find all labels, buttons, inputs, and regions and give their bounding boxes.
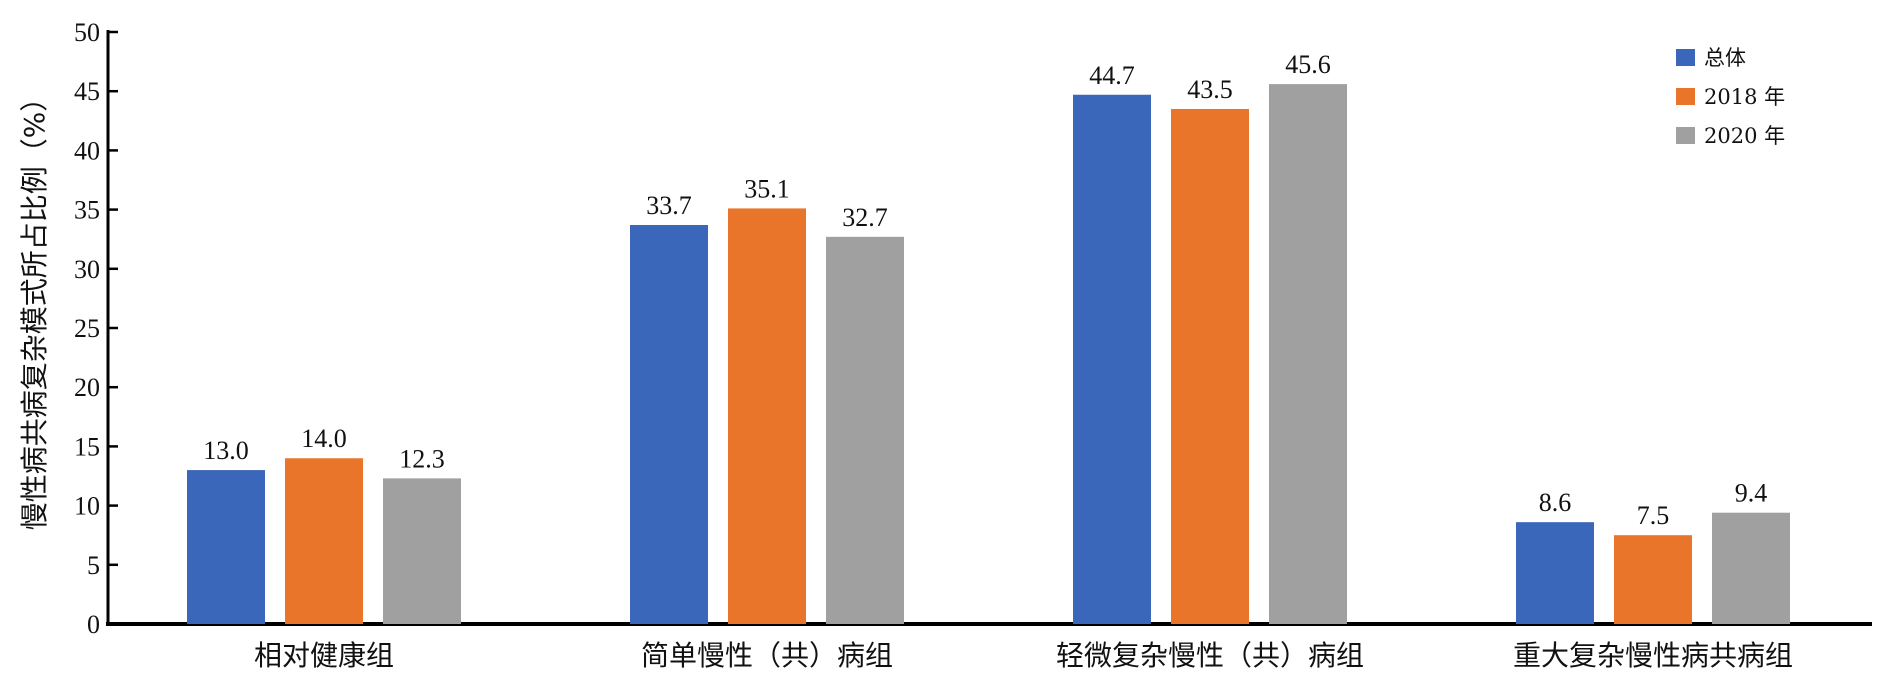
x-tick-label: 重大复杂慢性病共病组: [1513, 639, 1793, 672]
bar: [187, 470, 265, 624]
data-label: 32.7: [842, 203, 888, 232]
y-tick-label: 15: [74, 432, 100, 461]
bar: [826, 236, 904, 624]
data-label: 12.3: [399, 444, 445, 473]
bar: [1171, 108, 1249, 624]
x-tick-label: 轻微复杂慢性（共）病组: [1056, 639, 1364, 672]
bar: [1073, 94, 1151, 624]
bar: [383, 478, 461, 624]
plot-area: 0 5 10 15 20 25 30 35 40 45 50 13.0 33.7 44.7 8.6 14.0 3…: [74, 18, 1872, 672]
data-label: 44.7: [1089, 61, 1135, 90]
x-tick-label: 相对健康组: [254, 639, 394, 672]
bar: [1516, 522, 1594, 624]
y-tick-label: 25: [74, 314, 100, 343]
bar: [1614, 535, 1692, 624]
legend-label: 总体: [1704, 46, 1746, 70]
legend-label: 2020 年: [1704, 124, 1785, 148]
legend-swatch: [1676, 49, 1695, 66]
y-tick-label: 50: [74, 18, 100, 47]
legend-label: 2018 年: [1704, 85, 1785, 109]
y-tick-label: 40: [74, 136, 100, 165]
legend-swatch: [1676, 88, 1695, 105]
y-tick-label: 10: [74, 492, 100, 521]
data-label: 43.5: [1187, 75, 1233, 104]
y-axis-title: 慢性病共病复杂模式所占比例（%）: [18, 84, 51, 531]
legend-swatch: [1676, 127, 1695, 144]
data-label: 9.4: [1735, 479, 1768, 508]
y-tick-label: 0: [87, 610, 100, 639]
bar: [285, 458, 363, 624]
bar: [1712, 512, 1790, 624]
y-tick-label: 20: [74, 373, 100, 402]
data-label: 8.6: [1539, 488, 1572, 517]
legend: 总体 2018 年 2020 年: [1676, 46, 1785, 148]
y-tick-label: 35: [74, 196, 100, 225]
bar: [728, 208, 806, 624]
x-tick-label: 简单慢性（共）病组: [641, 639, 893, 672]
data-label: 33.7: [646, 191, 692, 220]
data-label: 45.6: [1285, 50, 1331, 79]
data-label: 14.0: [301, 424, 347, 453]
y-tick-label: 5: [87, 551, 100, 580]
y-tick-label: 45: [74, 77, 100, 106]
data-label: 35.1: [744, 174, 790, 203]
data-label: 13.0: [203, 436, 249, 465]
bar: [1269, 84, 1347, 624]
data-label: 7.5: [1637, 501, 1670, 530]
bar: [630, 224, 708, 624]
y-tick-label: 30: [74, 255, 100, 284]
